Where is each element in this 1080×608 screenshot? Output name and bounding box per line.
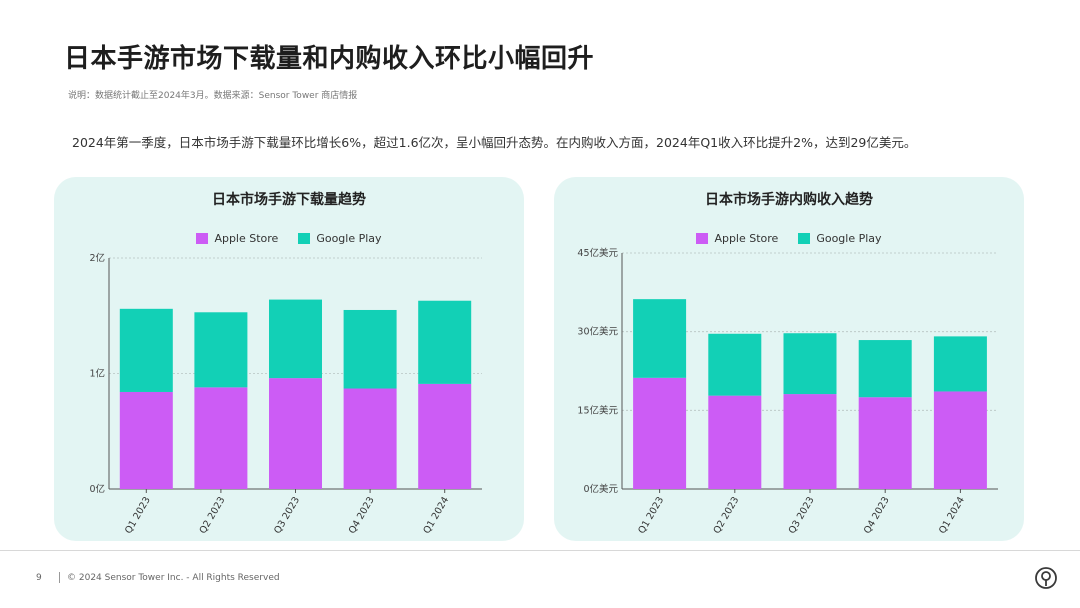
bar-google-play xyxy=(119,308,173,392)
x-tick-label: Q2 2023 xyxy=(198,495,228,536)
downloads-chart-panel: 日本市场手游下载量趋势 Apple Store Google Play 0亿 1亿… xyxy=(54,177,524,541)
footer-divider xyxy=(0,550,1080,551)
x-tick-label: Q1 2024 xyxy=(937,495,967,536)
bar-apple-store xyxy=(858,397,912,489)
y-tick-label: 0亿美元 xyxy=(583,483,618,495)
source-note: 说明：数据统计截止至2024年3月。数据来源：Sensor Tower 商店情报 xyxy=(68,91,358,101)
y-tick-label: 45亿美元 xyxy=(577,247,618,259)
bar-apple-store xyxy=(933,391,987,489)
x-tick-label: Q3 2023 xyxy=(787,495,817,536)
legend-item-google: Google Play xyxy=(798,232,882,245)
page-title: 日本手游市场下载量和内购收入环比小幅回升 xyxy=(64,44,595,74)
y-tick-label: 0亿 xyxy=(89,483,105,495)
bar-google-play xyxy=(633,299,687,378)
legend-item-google: Google Play xyxy=(298,232,382,245)
legend-item-apple: Apple Store xyxy=(196,232,278,245)
revenue-chart-legend: Apple Store Google Play xyxy=(554,232,1024,245)
legend-swatch-apple xyxy=(196,233,209,244)
y-tick-label: 1亿 xyxy=(89,368,105,380)
x-tick-label: Q4 2023 xyxy=(347,495,377,536)
bar-apple-store xyxy=(269,378,322,489)
y-tick-label: 2亿 xyxy=(89,252,105,264)
legend-label-google: Google Play xyxy=(816,232,882,245)
bar-google-play xyxy=(783,333,837,395)
legend-label-apple: Apple Store xyxy=(714,232,779,245)
bar-apple-store xyxy=(708,395,762,489)
legend-label-google: Google Play xyxy=(316,232,382,245)
bar-apple-store xyxy=(343,388,397,489)
copyright-text: © 2024 Sensor Tower Inc. - All Rights Re… xyxy=(67,573,280,583)
legend-label-apple: Apple Store xyxy=(214,232,279,245)
downloads-bar-chart: 0亿 1亿 2亿 Q1 2023 Q2 2023 Q3 2023 Q4 2023 Q1 202… xyxy=(89,252,482,536)
y-tick-label: 15亿美元 xyxy=(577,404,618,416)
x-tick-label: Q1 2023 xyxy=(636,495,666,536)
y-tick-label: 30亿美元 xyxy=(577,326,618,338)
bar-google-play xyxy=(269,299,322,379)
legend-swatch-apple xyxy=(696,233,709,244)
legend-swatch-google xyxy=(298,233,311,244)
bar-google-play xyxy=(418,300,472,384)
bar-apple-store xyxy=(418,383,472,489)
x-tick-label: Q2 2023 xyxy=(712,495,742,536)
bar-apple-store xyxy=(194,387,248,489)
bar-google-play xyxy=(194,312,248,388)
bar-apple-store xyxy=(119,391,173,489)
bar-google-play xyxy=(858,340,912,398)
legend-item-apple: Apple Store xyxy=(696,232,778,245)
downloads-chart-legend: Apple Store Google Play xyxy=(54,232,524,245)
x-tick-label: Q3 2023 xyxy=(272,495,302,536)
bar-google-play xyxy=(708,333,762,396)
bar-google-play xyxy=(933,336,987,392)
x-tick-label: Q4 2023 xyxy=(862,495,892,536)
page-number: 9 xyxy=(36,573,42,583)
x-tick-label: Q1 2024 xyxy=(421,495,451,536)
bar-apple-store xyxy=(633,377,687,489)
revenue-chart-panel: 日本市场手游内购收入趋势 Apple Store Google Play 0亿美… xyxy=(554,177,1024,541)
downloads-chart-title: 日本市场手游下载量趋势 xyxy=(212,192,366,208)
legend-swatch-google xyxy=(798,233,811,244)
footer-separator xyxy=(59,572,60,583)
summary-text: 2024年第一季度，日本市场手游下载量环比增长6%，超过1.6亿次，呈小幅回升态… xyxy=(72,135,917,150)
bar-google-play xyxy=(343,309,397,389)
sensor-tower-logo-icon xyxy=(1035,567,1057,589)
revenue-chart-title: 日本市场手游内购收入趋势 xyxy=(705,192,873,208)
x-tick-label: Q1 2023 xyxy=(123,495,153,536)
revenue-bar-chart: 0亿美元 15亿美元 30亿美元 45亿美元 Q1 2023 Q2 2023 Q3 2023… xyxy=(577,247,998,536)
bar-apple-store xyxy=(783,394,837,489)
